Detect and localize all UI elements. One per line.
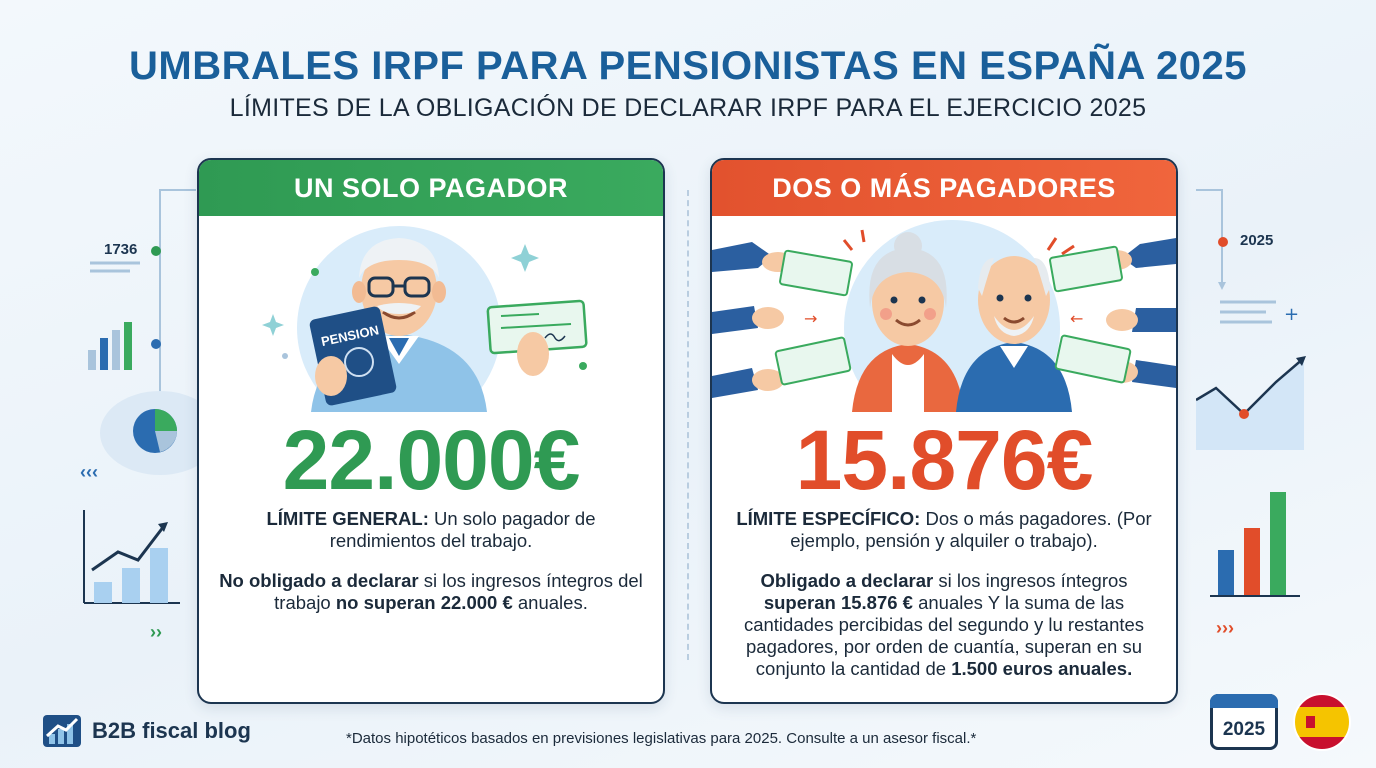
hand-icon [712, 242, 794, 398]
right-side-year: 2025 [1240, 232, 1274, 249]
calendar-icon: 2025 [1210, 694, 1278, 750]
single-payer-description: LÍMITE GENERAL: Un solo pagador de rendi… [199, 508, 663, 614]
multiple-payers-card: DOS O MÁS PAGADORES [710, 158, 1178, 704]
single-payer-amount: 22.000€ [282, 413, 581, 507]
cheque-icon [486, 299, 588, 355]
bar-chart-icon [88, 322, 132, 370]
svg-text:←: ← [1070, 309, 1083, 328]
single-payer-obligation-text: si los ingresos íntegros del trabajo [274, 570, 643, 613]
single-payer-illustration: PENSION [262, 226, 588, 412]
svg-text:››: ›› [150, 622, 162, 642]
right-decorations: + ››› [1196, 189, 1306, 638]
brand-logo[interactable]: B2B fiscal blog [42, 714, 251, 748]
multiple-payers-secondary-threshold: 1.500 euros anuales. [951, 658, 1133, 679]
multiple-payers-obligation-text: si los ingresos íntegros [933, 570, 1128, 591]
multiple-payers-illustration: → ← [712, 220, 1176, 412]
single-payer-obligation-end: anuales. [512, 592, 588, 613]
line-chart-icon [83, 510, 180, 604]
multiple-payers-obligation-bold: Obligado a declarar [760, 570, 934, 591]
pie-chart-icon [100, 391, 200, 475]
calendar-year: 2025 [1222, 719, 1266, 740]
left-side-number: 1736 [104, 241, 138, 258]
left-decorations: ‹‹‹ ›› [80, 189, 200, 642]
svg-text:›››: ››› [1216, 618, 1234, 638]
page-title: UMBRALES IRPF PARA PENSIONISTAS EN ESPAÑ… [129, 44, 1247, 88]
brand-name: B2B fiscal blog [92, 718, 251, 743]
cheque-icon-right [1049, 245, 1132, 384]
single-payer-card: UN SOLO PAGADOR PENSION [197, 158, 665, 704]
single-payer-title: UN SOLO PAGADOR [199, 160, 663, 216]
multiple-payers-obligation-middle: anuales Y la suma de las cantidades perc… [743, 592, 1145, 679]
logo-chart-icon [43, 715, 81, 747]
page-subtitle: LÍMITES DE LA OBLIGACIÓN DE DECLARAR IRP… [229, 94, 1147, 122]
multiple-payers-description: LÍMITE ESPECÍFICO: Dos o más pagadores. … [712, 508, 1176, 680]
disclaimer-footnote: *Datos hipotéticos basados en previsione… [346, 730, 977, 747]
multiple-payers-limit-text: Dos o más pagadores. (Por ejemplo, pensi… [790, 508, 1152, 551]
svg-text:‹‹‹: ‹‹‹ [80, 462, 98, 482]
single-payer-limit-label: LÍMITE GENERAL: [266, 508, 429, 529]
center-divider [687, 190, 689, 660]
single-payer-obligation-bold: No obligado a declarar [219, 570, 419, 591]
multiple-payers-title: DOS O MÁS PAGADORES [712, 160, 1176, 216]
svg-text:+: + [1284, 304, 1299, 325]
single-payer-limit-text: Un solo pagador de rendimientos del trab… [329, 508, 596, 551]
cheque-icon-left [774, 249, 853, 386]
multiple-payers-amount: 15.876€ [795, 413, 1094, 507]
multiple-payers-limit-label: LÍMITE ESPECÍFICO: [736, 508, 921, 529]
single-payer-threshold-bold: no superan 22.000 € [335, 592, 513, 613]
spain-flag-icon [1293, 693, 1351, 751]
svg-text:→: → [804, 309, 817, 328]
multiple-payers-threshold-bold: superan 15.876 € [763, 592, 913, 613]
